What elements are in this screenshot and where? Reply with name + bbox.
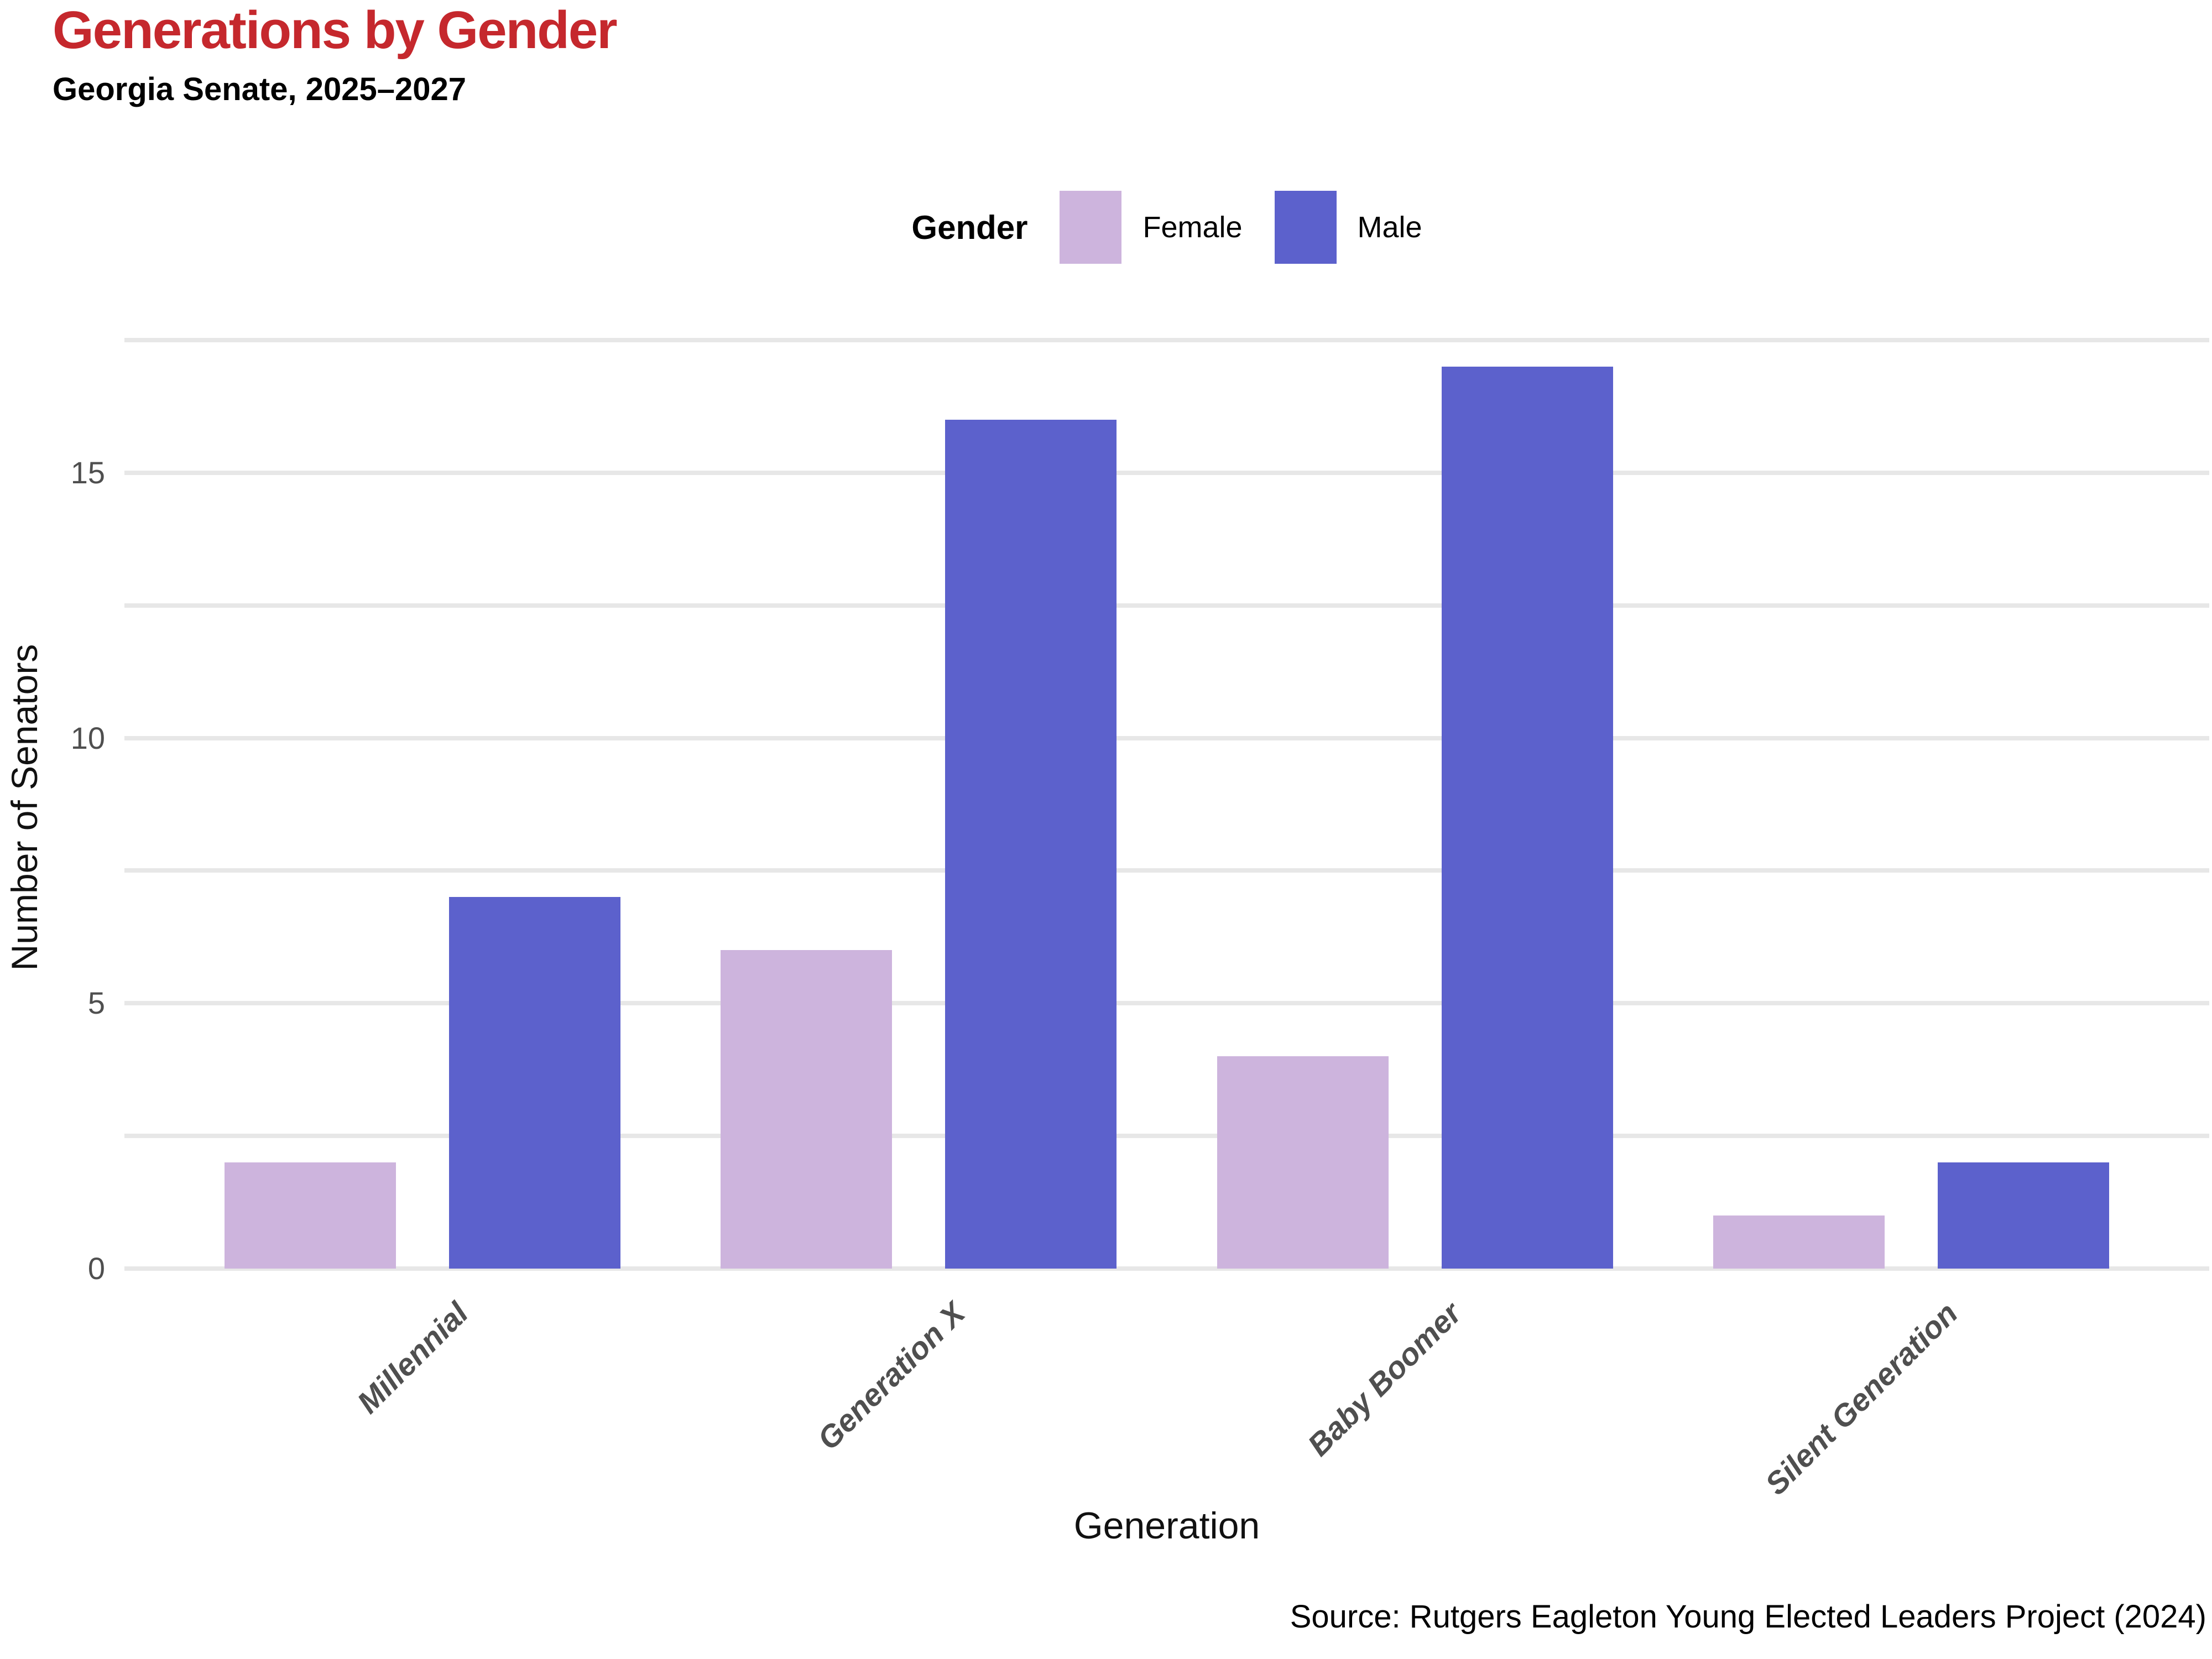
gridline — [124, 1266, 2209, 1271]
source-caption: Source: Rutgers Eagleton Young Elected L… — [1290, 1599, 2206, 1635]
bar-female-silent-generation — [1713, 1215, 1885, 1269]
legend: Gender Female Male — [124, 191, 2209, 264]
x-tick-label: Silent Generation — [1758, 1295, 1964, 1502]
legend-swatch-male — [1274, 191, 1337, 264]
y-axis-title: Number of Senators — [4, 644, 45, 971]
gridline — [124, 1001, 2209, 1006]
x-tick-label: Baby Boomer — [1301, 1295, 1468, 1463]
x-axis-title: Generation — [1073, 1505, 1260, 1547]
legend-title: Gender — [911, 208, 1028, 246]
gridline — [124, 470, 2209, 475]
y-tick-label: 10 — [70, 720, 105, 755]
legend-label-male: Male — [1357, 211, 1422, 244]
legend-swatch-female — [1060, 191, 1122, 264]
bar-male-millennial — [448, 897, 620, 1269]
legend-item-male: Male — [1274, 191, 1422, 264]
bar-male-generation-x — [945, 419, 1117, 1269]
legend-item-female: Female — [1060, 191, 1243, 264]
y-tick-label: 5 — [87, 985, 105, 1021]
gridline — [124, 868, 2209, 873]
chart-subtitle: Georgia Senate, 2025–2027 — [53, 71, 467, 107]
bar-male-baby-boomer — [1441, 366, 1613, 1269]
gridline — [124, 1134, 2209, 1139]
y-tick-label: 0 — [87, 1251, 105, 1286]
bar-female-baby-boomer — [1217, 1056, 1389, 1269]
bar-female-generation-x — [721, 950, 893, 1269]
gridline — [124, 603, 2209, 608]
gridline — [124, 735, 2209, 740]
bar-female-millennial — [224, 1162, 396, 1269]
x-tick-label: Millennial — [350, 1295, 475, 1420]
plot-area: Millennial Generation X Baby Boomer Silent … — [124, 338, 2209, 1501]
y-tick-label: 15 — [70, 455, 105, 490]
chart-title: Generations by Gender — [53, 1, 618, 60]
x-tick-label: Generation X — [810, 1295, 972, 1457]
bar-male-silent-generation — [1938, 1162, 2110, 1269]
gridline — [124, 338, 2209, 342]
legend-label-female: Female — [1142, 211, 1243, 244]
